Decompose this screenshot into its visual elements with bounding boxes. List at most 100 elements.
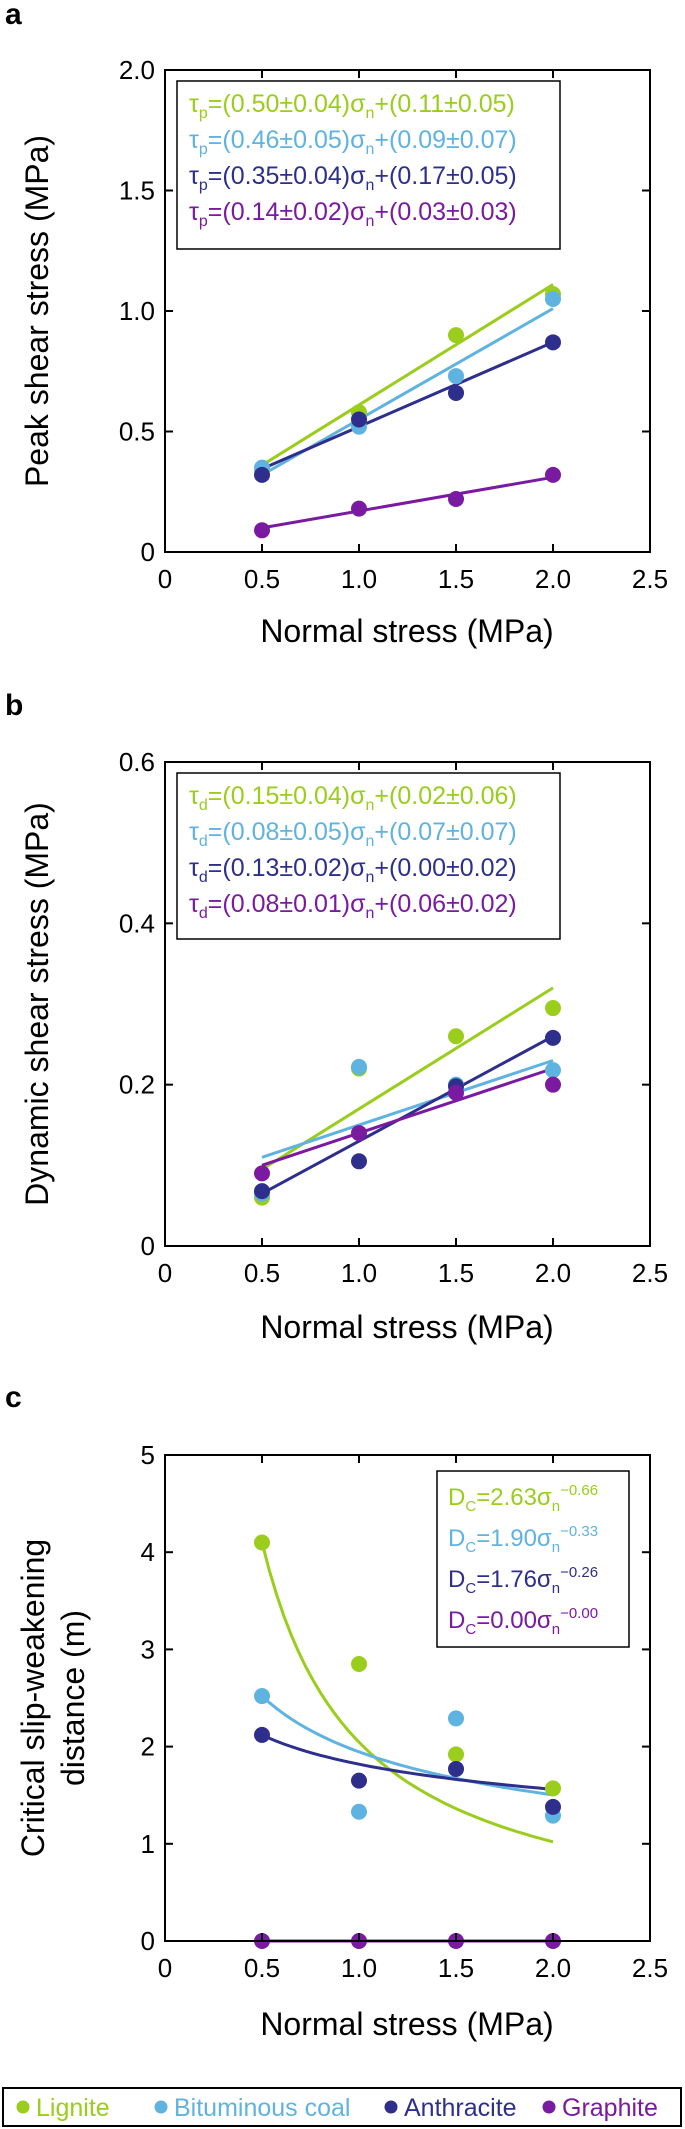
eq-body: =(0.08±0.05)σ bbox=[208, 818, 366, 846]
panel-b-ticks: 0 0.5 1.0 1.5 2.0 2.5 0 0.2 0.4 0.6 bbox=[119, 747, 668, 1288]
data-point-anthracite bbox=[545, 1798, 561, 1815]
equation-bituminous-coal: DC=1.90σn−0.33 bbox=[448, 1523, 598, 1556]
data-point-anthracite bbox=[545, 334, 561, 351]
eq-sub: C bbox=[465, 1539, 476, 1556]
x-tick-label: 0 bbox=[158, 1258, 172, 1288]
x-tick-label: 1.5 bbox=[438, 1953, 474, 1983]
eq-body: =(0.50±0.04)σ bbox=[208, 90, 366, 118]
eq-sup: −0.33 bbox=[560, 1523, 598, 1540]
data-point-bituminous-coal bbox=[545, 290, 561, 307]
data-point-graphite bbox=[351, 500, 367, 517]
eq-sub: p bbox=[199, 105, 208, 122]
panel-c-label: c bbox=[5, 1381, 22, 1414]
data-point-anthracite bbox=[254, 466, 270, 483]
y-tick-label: 0 bbox=[141, 1926, 155, 1956]
data-point-lignite bbox=[254, 1534, 270, 1551]
equation-graphite: τp=(0.14±0.02)σn+(0.03±0.03) bbox=[189, 198, 517, 230]
x-tick-label: 1.0 bbox=[341, 564, 377, 594]
eq-sub2: n bbox=[552, 1498, 560, 1515]
y-tick-label: 0 bbox=[141, 1231, 155, 1261]
fit-line-bituminous-coal bbox=[261, 1694, 554, 1797]
data-point-anthracite bbox=[448, 1760, 464, 1777]
x-tick-label: 2.0 bbox=[535, 1953, 571, 1983]
panel-c-ylabel-line2: distance (m) bbox=[55, 1610, 91, 1786]
eq-body: =(0.15±0.04)σ bbox=[208, 782, 366, 810]
y-tick-label: 0.4 bbox=[119, 908, 155, 938]
panel-c-xlabel: Normal stress (MPa) bbox=[260, 2006, 553, 2042]
equation-bituminous-coal: τd=(0.08±0.05)σn+(0.07±0.07) bbox=[189, 818, 517, 850]
panel-c-eq-box bbox=[436, 1470, 630, 1648]
eq-symbol: τ bbox=[189, 126, 199, 154]
eq-post: +(0.07±0.07) bbox=[374, 818, 516, 846]
data-point-anthracite bbox=[254, 1183, 270, 1200]
data-point-graphite bbox=[254, 1165, 270, 1182]
data-point-graphite bbox=[545, 466, 561, 483]
data-point-anthracite bbox=[351, 1772, 367, 1789]
panel-b-eq-box bbox=[176, 772, 561, 940]
equation-lignite: τd=(0.15±0.04)σn+(0.02±0.06) bbox=[189, 782, 517, 814]
equation-lignite: τp=(0.50±0.04)σn+(0.11±0.05) bbox=[189, 90, 515, 122]
fit-line-lignite bbox=[261, 986, 554, 1171]
eq-sub2: n bbox=[366, 905, 375, 922]
y-tick-label: 4 bbox=[141, 1537, 155, 1567]
eq-sub: C bbox=[465, 1498, 476, 1515]
panel-a-eq-box bbox=[176, 80, 561, 250]
data-point-graphite bbox=[448, 490, 464, 507]
eq-symbol: τ bbox=[189, 90, 199, 118]
eq-sub2: n bbox=[366, 105, 375, 122]
panel-b-frame bbox=[164, 761, 651, 1247]
eq-post: +(0.02±0.06) bbox=[374, 782, 516, 810]
y-tick-label: 1.5 bbox=[119, 176, 155, 206]
data-point-anthracite bbox=[351, 1153, 367, 1170]
x-tick-label: 1.0 bbox=[341, 1953, 377, 1983]
eq-symbol: τ bbox=[189, 782, 199, 810]
data-point-graphite bbox=[254, 522, 270, 539]
panel-a-ticks: 0 0.5 1.0 1.5 2.0 2.5 0 0.5 1.0 1.5 2.0 bbox=[119, 55, 668, 594]
eq-symbol: D bbox=[448, 1607, 465, 1634]
eq-sub: d bbox=[199, 905, 208, 922]
panel-a-xlabel: Normal stress (MPa) bbox=[260, 613, 553, 649]
legend-label: Lignite bbox=[36, 2094, 110, 2122]
x-tick-label: 0.5 bbox=[244, 564, 280, 594]
data-point-graphite bbox=[545, 1076, 561, 1093]
y-tick-label: 2 bbox=[141, 1732, 155, 1762]
data-point-lignite bbox=[545, 1000, 561, 1017]
legend-label: Bituminous coal bbox=[174, 2094, 350, 2122]
x-tick-label: 2.5 bbox=[632, 1953, 668, 1983]
x-tick-label: 0 bbox=[158, 1953, 172, 1983]
x-tick-label: 0.5 bbox=[244, 1258, 280, 1288]
panel-b-ylabel: Dynamic shear stress (MPa) bbox=[19, 802, 55, 1206]
x-tick-label: 1.5 bbox=[438, 1258, 474, 1288]
legend-items: Lignite Bituminous coal Anthracite Graphite bbox=[16, 2094, 658, 2122]
fit-line-anthracite bbox=[261, 1733, 554, 1791]
panel-c: c 0 0.5 1.0 1.5 2.0 2.5 0 1 2 3 4 5 Normal stress (… bbox=[5, 1381, 668, 2042]
data-point-anthracite bbox=[254, 1726, 270, 1743]
legend-marker bbox=[384, 2100, 398, 2114]
panel-a-marks bbox=[254, 283, 561, 539]
eq-sub: p bbox=[199, 141, 208, 158]
eq-sub: d bbox=[199, 797, 208, 814]
fit-line-lignite bbox=[261, 283, 554, 467]
data-point-bituminous-coal bbox=[545, 1062, 561, 1079]
eq-symbol: τ bbox=[189, 890, 199, 918]
eq-symbol: τ bbox=[189, 854, 199, 882]
data-point-anthracite bbox=[545, 1029, 561, 1046]
equation-lignite: DC=2.63σn−0.66 bbox=[448, 1482, 598, 1515]
eq-symbol: D bbox=[448, 1525, 465, 1552]
y-tick-label: 0 bbox=[141, 537, 155, 567]
eq-body: =(0.35±0.04)σ bbox=[208, 162, 366, 190]
eq-body: =(0.46±0.05)σ bbox=[208, 126, 366, 154]
eq-post: +(0.11±0.05) bbox=[374, 90, 514, 118]
data-point-graphite bbox=[448, 1084, 464, 1101]
equation-anthracite: τp=(0.35±0.04)σn+(0.17±0.05) bbox=[189, 162, 517, 194]
y-tick-label: 5 bbox=[141, 1440, 155, 1470]
panel-a-eqs: τp=(0.50±0.04)σn+(0.11±0.05)τp=(0.46±0.0… bbox=[189, 90, 517, 230]
eq-sub: C bbox=[465, 1580, 476, 1597]
eq-post: +(0.17±0.05) bbox=[374, 162, 516, 190]
equation-graphite: τd=(0.08±0.01)σn+(0.06±0.02) bbox=[189, 890, 517, 922]
legend-label: Anthracite bbox=[404, 2094, 517, 2122]
eq-symbol: τ bbox=[189, 162, 199, 190]
eq-body: =2.63σ bbox=[476, 1484, 552, 1511]
eq-symbol: D bbox=[448, 1566, 465, 1593]
fit-line-graphite bbox=[261, 1067, 554, 1167]
